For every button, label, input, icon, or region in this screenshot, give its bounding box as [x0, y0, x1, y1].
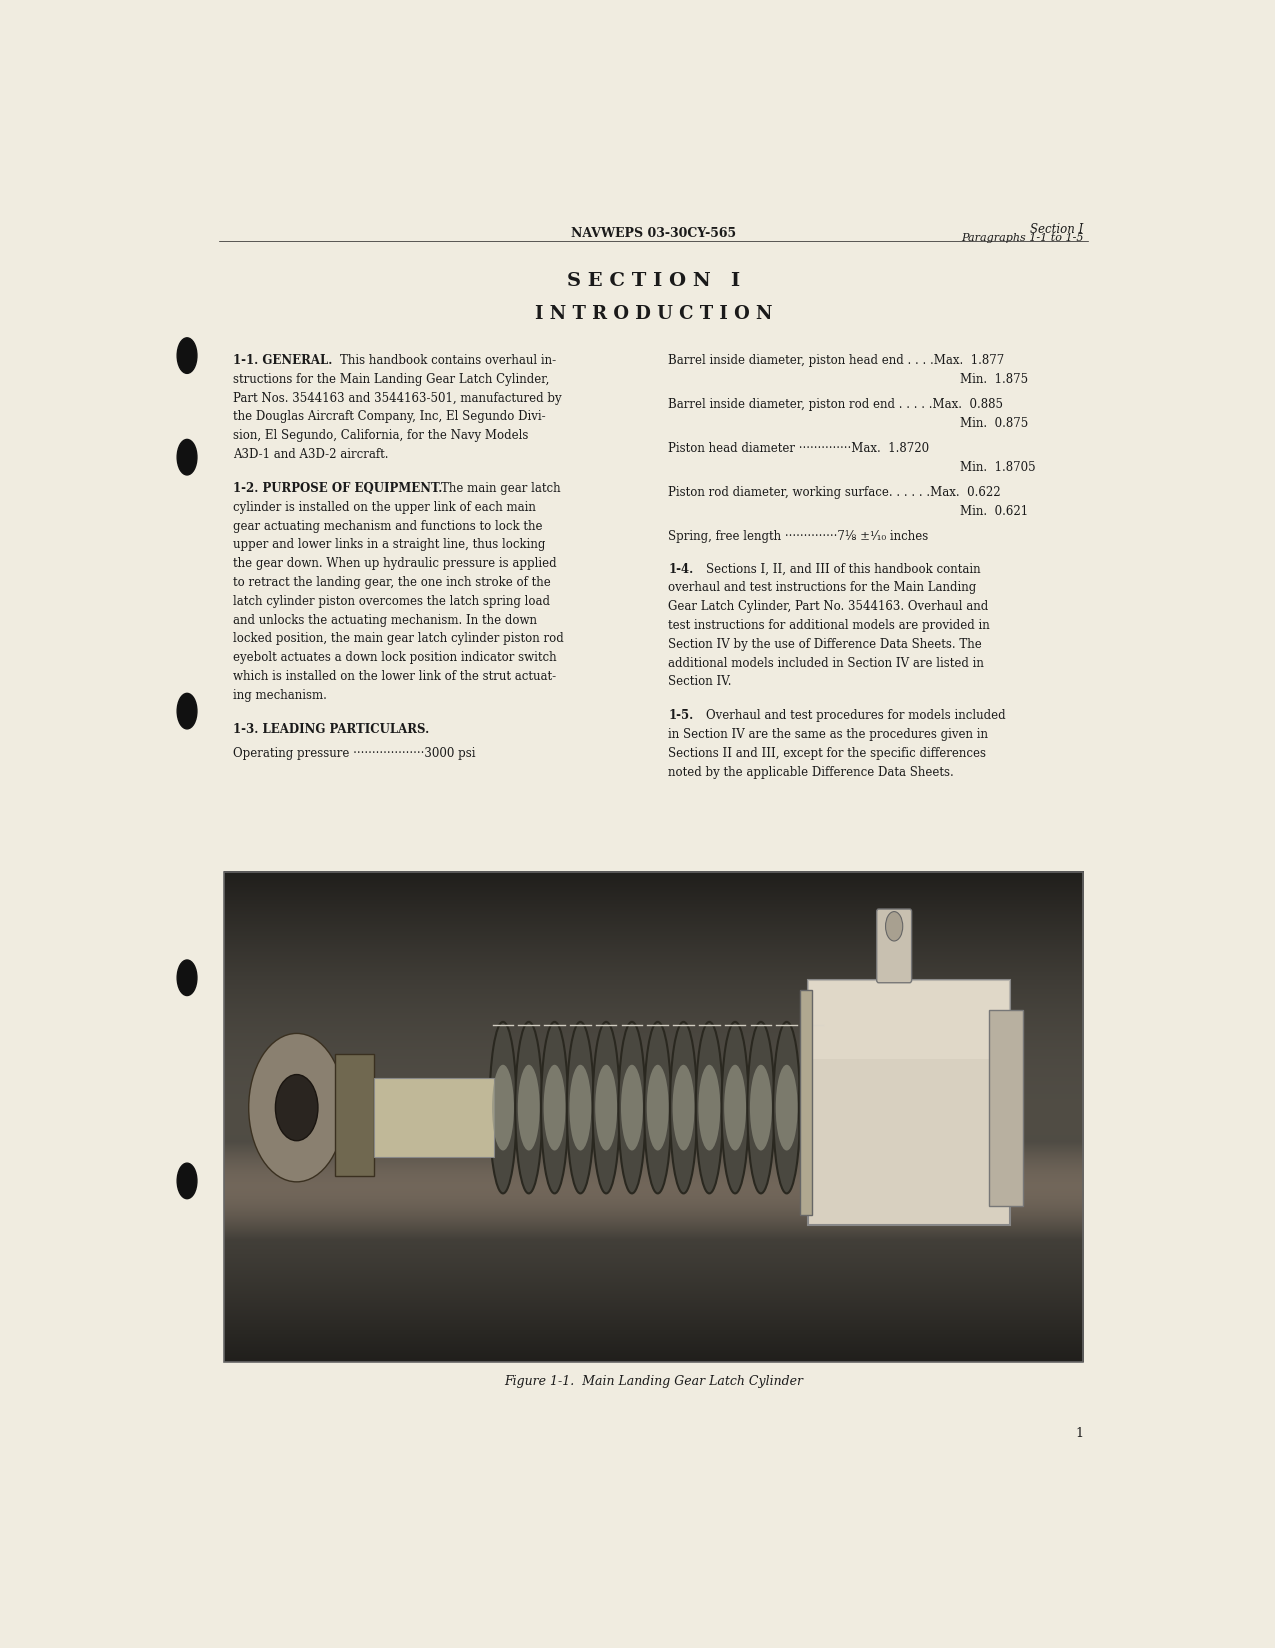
Text: Gear Latch Cylinder, Part No. 3544163. Overhaul and: Gear Latch Cylinder, Part No. 3544163. O… [668, 600, 988, 613]
Ellipse shape [722, 1022, 748, 1193]
Text: Barrel inside diameter, piston rod end . . . . .Max.  0.885: Barrel inside diameter, piston rod end .… [668, 397, 1003, 410]
Ellipse shape [644, 1022, 671, 1193]
Ellipse shape [543, 1065, 566, 1150]
Text: the gear down. When up hydraulic pressure is applied: the gear down. When up hydraulic pressur… [233, 557, 557, 570]
Text: Sections II and III, except for the specific differences: Sections II and III, except for the spec… [668, 747, 987, 760]
Bar [374, 1078, 495, 1157]
Ellipse shape [177, 440, 196, 476]
Ellipse shape [747, 1022, 774, 1193]
Text: A3D-1 and A3D-2 aircraft.: A3D-1 and A3D-2 aircraft. [233, 448, 389, 461]
Text: Min.  1.875: Min. 1.875 [960, 372, 1028, 386]
Text: Figure 1-1.  Main Landing Gear Latch Cylinder: Figure 1-1. Main Landing Gear Latch Cyli… [504, 1374, 803, 1388]
Ellipse shape [724, 1065, 746, 1150]
Bar [223, 873, 1084, 1363]
Text: 1-5.: 1-5. [668, 709, 694, 722]
Text: This handbook contains overhaul in-: This handbook contains overhaul in- [340, 354, 556, 368]
Text: upper and lower links in a straight line, thus locking: upper and lower links in a straight line… [233, 539, 546, 550]
Ellipse shape [696, 1022, 723, 1193]
Ellipse shape [699, 1065, 720, 1150]
Text: noted by the applicable Difference Data Sheets.: noted by the applicable Difference Data … [668, 765, 954, 778]
Text: additional models included in Section IV are listed in: additional models included in Section IV… [668, 656, 984, 669]
Ellipse shape [673, 1065, 695, 1150]
Ellipse shape [177, 961, 196, 995]
Text: structions for the Main Landing Gear Latch Cylinder,: structions for the Main Landing Gear Lat… [233, 372, 550, 386]
Ellipse shape [621, 1065, 643, 1150]
Text: Sections I, II, and III of this handbook contain: Sections I, II, and III of this handbook… [706, 562, 980, 575]
Text: Barrel inside diameter, piston head end . . . .Max.  1.877: Barrel inside diameter, piston head end … [668, 354, 1005, 368]
Text: sion, El Segundo, California, for the Navy Models: sion, El Segundo, California, for the Na… [233, 428, 529, 442]
Ellipse shape [595, 1065, 617, 1150]
Text: Piston rod diameter, working surface. . . . . .Max.  0.622: Piston rod diameter, working surface. . … [668, 486, 1001, 499]
Ellipse shape [646, 1065, 668, 1150]
Text: latch cylinder piston overcomes the latch spring load: latch cylinder piston overcomes the latc… [233, 595, 551, 608]
Ellipse shape [773, 1022, 801, 1193]
Ellipse shape [775, 1065, 798, 1150]
Ellipse shape [799, 1022, 826, 1193]
Bar [808, 981, 1010, 1226]
Ellipse shape [593, 1022, 620, 1193]
Ellipse shape [275, 1074, 317, 1140]
Ellipse shape [567, 1022, 594, 1193]
Text: The main gear latch: The main gear latch [441, 481, 561, 494]
Ellipse shape [518, 1065, 539, 1150]
Text: in Section IV are the same as the procedures given in: in Section IV are the same as the proced… [668, 728, 988, 740]
Text: Operating pressure ···················3000 psi: Operating pressure ···················30… [233, 747, 476, 760]
Ellipse shape [177, 694, 196, 730]
Text: Min.  0.875: Min. 0.875 [960, 417, 1028, 430]
Text: overhaul and test instructions for the Main Landing: overhaul and test instructions for the M… [668, 582, 977, 593]
Bar [808, 981, 1010, 1060]
Bar [334, 1055, 374, 1177]
Text: 1-2. PURPOSE OF EQUIPMENT.: 1-2. PURPOSE OF EQUIPMENT. [233, 481, 442, 494]
Ellipse shape [570, 1065, 592, 1150]
Text: cylinder is installed on the upper link of each main: cylinder is installed on the upper link … [233, 501, 537, 514]
Text: which is installed on the lower link of the strut actuat-: which is installed on the lower link of … [233, 669, 557, 682]
Text: and unlocks the actuating mechanism. In the down: and unlocks the actuating mechanism. In … [233, 613, 538, 626]
Text: Section I: Section I [1030, 222, 1084, 236]
Text: NAVWEPS 03-30CY-565: NAVWEPS 03-30CY-565 [571, 227, 736, 241]
Text: Min.  0.621: Min. 0.621 [960, 504, 1028, 517]
Text: S E C T I O N   I: S E C T I O N I [567, 272, 740, 290]
Ellipse shape [750, 1065, 771, 1150]
Text: Overhaul and test procedures for models included: Overhaul and test procedures for models … [706, 709, 1006, 722]
Bar [799, 990, 812, 1216]
Ellipse shape [669, 1022, 697, 1193]
Text: ing mechanism.: ing mechanism. [233, 689, 328, 702]
Ellipse shape [515, 1022, 542, 1193]
Bar [988, 1010, 1023, 1206]
FancyBboxPatch shape [877, 910, 912, 984]
Text: locked position, the main gear latch cylinder piston rod: locked position, the main gear latch cyl… [233, 631, 565, 644]
Text: the Douglas Aircraft Company, Inc, El Segundo Divi-: the Douglas Aircraft Company, Inc, El Se… [233, 410, 546, 424]
Text: I N T R O D U C T I O N: I N T R O D U C T I O N [534, 305, 773, 323]
Text: to retract the landing gear, the one inch stroke of the: to retract the landing gear, the one inc… [233, 575, 551, 588]
Text: Spring, free length ··············7⅛ ±¹⁄₁₀ inches: Spring, free length ··············7⅛ ±¹⁄… [668, 529, 928, 542]
Ellipse shape [177, 1163, 196, 1200]
Ellipse shape [177, 338, 196, 374]
Ellipse shape [618, 1022, 645, 1193]
Text: 1-3. LEADING PARTICULARS.: 1-3. LEADING PARTICULARS. [233, 722, 430, 735]
Ellipse shape [492, 1065, 514, 1150]
Text: Part Nos. 3544163 and 3544163-501, manufactured by: Part Nos. 3544163 and 3544163-501, manuf… [233, 392, 562, 404]
Ellipse shape [490, 1022, 516, 1193]
Ellipse shape [250, 1035, 344, 1182]
Text: Piston head diameter ··············Max.  1.8720: Piston head diameter ··············Max. … [668, 442, 929, 455]
Ellipse shape [250, 1035, 344, 1182]
Ellipse shape [886, 911, 903, 941]
Text: test instructions for additional models are provided in: test instructions for additional models … [668, 618, 989, 631]
Text: Paragraphs 1-1 to 1-5: Paragraphs 1-1 to 1-5 [961, 234, 1084, 244]
Text: 1-1. GENERAL.: 1-1. GENERAL. [233, 354, 333, 368]
Ellipse shape [541, 1022, 569, 1193]
Ellipse shape [802, 1065, 824, 1150]
Text: 1: 1 [1075, 1426, 1084, 1439]
Text: Section IV.: Section IV. [668, 676, 732, 687]
Text: Section IV by the use of Difference Data Sheets. The: Section IV by the use of Difference Data… [668, 638, 982, 651]
Text: Min.  1.8705: Min. 1.8705 [960, 460, 1035, 473]
Text: 1-4.: 1-4. [668, 562, 694, 575]
Text: eyebolt actuates a down lock position indicator switch: eyebolt actuates a down lock position in… [233, 651, 557, 664]
Text: gear actuating mechanism and functions to lock the: gear actuating mechanism and functions t… [233, 519, 543, 532]
